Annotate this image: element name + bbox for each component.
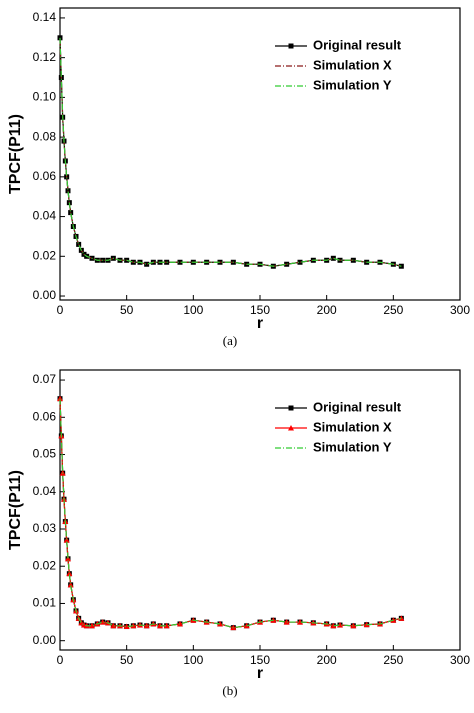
series-line: [59, 39, 402, 267]
legend-marker: [288, 405, 294, 411]
y-tick-label: 0.12: [33, 50, 57, 64]
y-tick-label: 0.00: [33, 633, 57, 647]
x-tick-label: 150: [250, 653, 270, 667]
marker: [66, 570, 73, 577]
x-tick-label: 250: [383, 303, 403, 317]
marker: [283, 619, 290, 625]
y-tick-label: 0.01: [33, 596, 57, 610]
y-tick-label: 0.06: [33, 409, 57, 423]
legend-label: Simulation X: [313, 419, 392, 434]
x-tick-label: 50: [120, 303, 134, 317]
x-axis-label: r: [257, 665, 263, 682]
marker: [297, 619, 303, 625]
marker: [157, 622, 163, 629]
y-tick-label: 0.05: [33, 447, 57, 461]
marker: [123, 623, 130, 630]
series-line: [59, 398, 402, 629]
marker: [177, 620, 183, 627]
marker: [65, 555, 71, 562]
legend-marker: [288, 43, 294, 49]
x-tick-label: 0: [57, 303, 64, 317]
legend-label: Simulation Y: [313, 77, 392, 92]
marker: [89, 622, 95, 629]
y-axis-label: TPCF(P11): [7, 470, 24, 550]
x-tick-label: 300: [450, 303, 470, 317]
x-tick-label: 250: [383, 653, 403, 667]
y-tick-label: 0.00: [33, 288, 57, 302]
x-tick-label: 150: [250, 303, 270, 317]
x-axis-label: r: [257, 315, 263, 332]
caption: (b): [222, 683, 237, 698]
marker: [57, 395, 63, 402]
y-tick-label: 0.10: [33, 90, 57, 104]
marker: [163, 622, 170, 629]
y-tick-label: 0.03: [33, 521, 57, 535]
marker: [398, 615, 405, 621]
x-tick-label: 300: [450, 653, 470, 667]
y-tick-label: 0.06: [33, 169, 57, 183]
x-tick-label: 200: [317, 653, 337, 667]
y-tick-label: 0.04: [33, 484, 57, 498]
marker: [144, 261, 150, 267]
x-tick-label: 100: [183, 653, 203, 667]
y-tick-label: 0.04: [33, 209, 57, 223]
y-tick-label: 0.02: [33, 558, 57, 572]
marker: [110, 622, 117, 629]
y-tick-label: 0.14: [33, 10, 57, 24]
caption: (a): [223, 333, 237, 348]
marker: [67, 581, 74, 588]
marker: [337, 622, 343, 628]
legend-label: Original result: [313, 399, 402, 414]
legend-marker: [288, 425, 294, 431]
legend-label: Original result: [313, 37, 402, 52]
y-tick-label: 0.02: [33, 248, 57, 262]
marker: [297, 259, 303, 265]
x-tick-label: 50: [120, 653, 134, 667]
y-tick-label: 0.07: [33, 372, 57, 386]
marker: [330, 622, 337, 629]
legend-label: Simulation Y: [313, 439, 392, 454]
marker: [63, 537, 70, 543]
legend-label: Simulation X: [313, 57, 392, 72]
series-line: [59, 37, 402, 267]
y-axis-label: TPCF(P11): [7, 114, 24, 194]
x-tick-label: 200: [317, 303, 337, 317]
x-tick-label: 0: [57, 653, 64, 667]
y-tick-label: 0.08: [33, 129, 57, 143]
x-tick-label: 100: [183, 303, 203, 317]
